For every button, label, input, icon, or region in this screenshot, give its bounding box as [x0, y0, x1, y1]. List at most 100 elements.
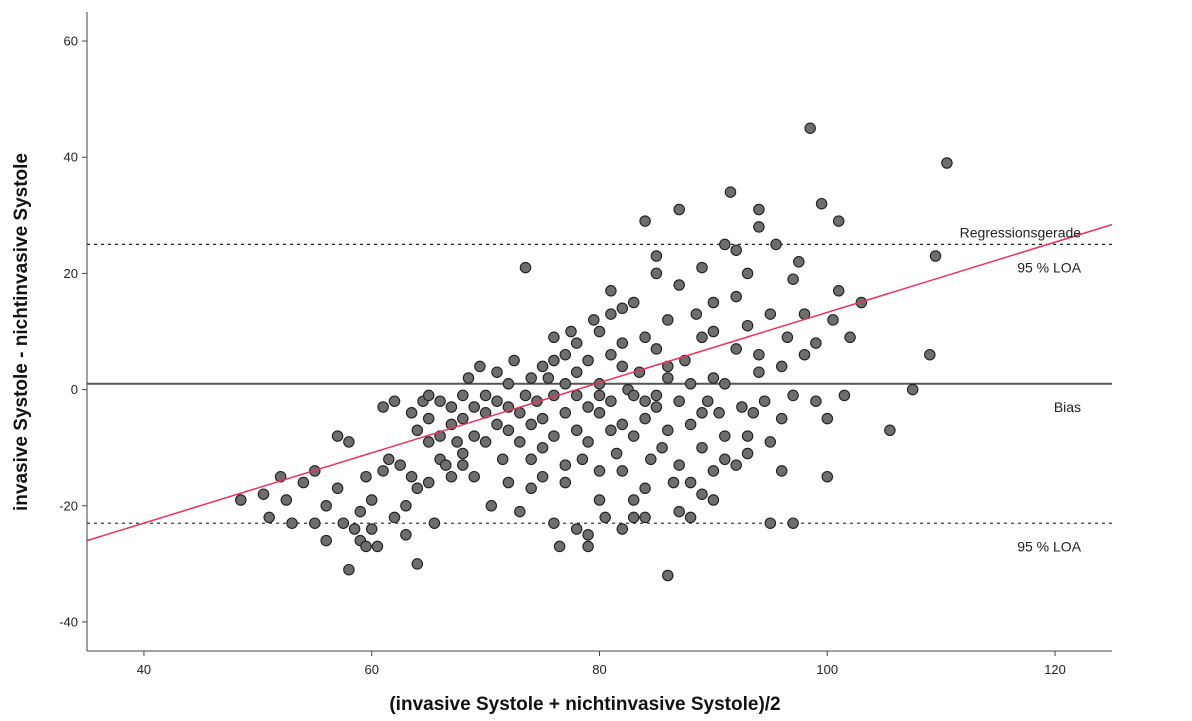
data-point	[553, 540, 566, 553]
data-point	[844, 331, 856, 344]
data-point	[343, 436, 355, 448]
data-point	[411, 558, 424, 570]
data-point	[479, 389, 492, 402]
data-point	[519, 389, 532, 402]
data-point	[798, 348, 811, 361]
data-point	[593, 389, 606, 402]
data-point	[724, 186, 737, 198]
data-point	[741, 319, 754, 332]
data-point	[525, 418, 537, 431]
data-point	[536, 441, 549, 454]
data-point	[440, 459, 452, 471]
data-point	[707, 325, 720, 338]
x-tick-label: 80	[592, 662, 606, 677]
data-point	[559, 407, 572, 419]
data-point	[565, 325, 577, 338]
data-point	[445, 401, 458, 413]
data-point	[570, 523, 583, 535]
data-point	[650, 267, 663, 280]
data-point	[570, 366, 583, 378]
data-point	[684, 511, 697, 524]
data-point	[593, 407, 606, 419]
y-tick-label: 0	[71, 382, 78, 397]
data-point	[673, 203, 685, 216]
data-point	[451, 436, 463, 448]
data-point	[884, 424, 896, 437]
y-tick-label: -40	[59, 614, 78, 629]
data-point	[422, 436, 435, 448]
data-point	[548, 331, 560, 344]
x-tick-label: 100	[816, 662, 838, 677]
data-point	[365, 523, 378, 535]
data-point	[741, 430, 754, 442]
data-point	[639, 331, 651, 344]
data-point	[286, 517, 298, 529]
data-point	[719, 378, 731, 390]
data-point	[394, 459, 406, 471]
data-point	[457, 389, 469, 402]
data-point	[650, 389, 663, 402]
data-point	[650, 401, 663, 413]
data-point	[639, 395, 651, 407]
data-point	[502, 378, 515, 390]
data-point	[730, 459, 742, 471]
data-point	[559, 459, 572, 471]
data-point	[639, 511, 651, 524]
data-point	[474, 360, 486, 373]
data-point	[736, 401, 748, 413]
data-point	[479, 436, 492, 448]
data-point	[696, 261, 708, 274]
y-axis-title: invasive Systole - nichtinvasive Systole	[11, 153, 32, 511]
data-point	[559, 476, 572, 489]
data-point	[696, 441, 708, 454]
annotation-label: 95 % LOA	[1017, 538, 1081, 554]
data-point	[821, 470, 834, 483]
axes	[82, 12, 1112, 656]
data-point	[662, 569, 674, 582]
data-point	[263, 511, 275, 524]
data-point	[673, 505, 685, 518]
data-point	[616, 465, 629, 477]
data-point	[684, 418, 697, 431]
data-point	[787, 389, 799, 402]
data-point	[599, 511, 611, 524]
data-point	[616, 523, 629, 535]
data-point	[422, 389, 435, 402]
data-point	[582, 529, 594, 541]
data-point	[570, 389, 583, 402]
data-point	[929, 250, 942, 262]
data-point	[348, 523, 361, 535]
data-point	[360, 540, 372, 553]
data-point	[627, 494, 640, 506]
data-point	[365, 494, 378, 506]
data-point	[753, 348, 765, 361]
data-point	[741, 267, 754, 280]
data-point	[690, 308, 703, 320]
data-point	[593, 325, 606, 338]
scatter-points	[235, 122, 953, 582]
data-point	[832, 285, 845, 297]
data-point	[810, 337, 822, 349]
data-point	[684, 476, 697, 489]
data-point	[821, 412, 834, 425]
data-point	[235, 494, 247, 506]
data-point	[508, 354, 520, 367]
data-point	[514, 436, 526, 448]
data-point	[462, 372, 475, 384]
data-point	[411, 424, 424, 437]
data-point	[639, 482, 651, 495]
data-point	[593, 494, 606, 506]
data-point	[770, 238, 782, 251]
data-point	[445, 470, 458, 483]
data-point	[713, 407, 725, 419]
data-point	[906, 383, 919, 396]
data-point	[457, 447, 469, 460]
x-tick-label: 40	[137, 662, 151, 677]
data-point	[696, 407, 708, 419]
data-point	[570, 424, 583, 437]
data-point	[696, 488, 708, 500]
data-point	[354, 505, 367, 518]
y-tick-label: 40	[64, 150, 78, 165]
data-point	[719, 430, 731, 442]
data-point	[627, 296, 640, 309]
